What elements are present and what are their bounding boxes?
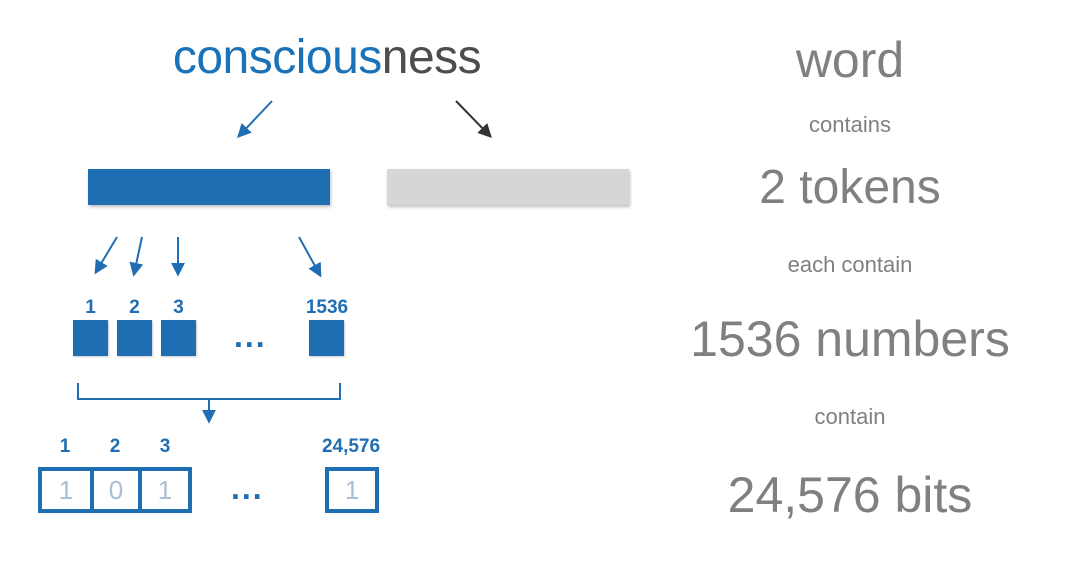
label-tokens: 2 tokens <box>759 161 941 214</box>
label-bits: 24,576 bits <box>727 467 973 523</box>
bit-box-1: 1 <box>38 467 94 513</box>
label-numbers: 1536 numbers <box>690 311 1010 367</box>
bit-index-1: 1 <box>59 436 71 457</box>
label-contains: contains <box>809 112 891 137</box>
number-index-3: 3 <box>173 297 184 318</box>
number-square-3 <box>161 320 196 356</box>
number-index-last: 1536 <box>305 297 349 318</box>
numbers-ellipsis: ... <box>234 318 267 354</box>
arrow-to-number-last <box>298 236 322 278</box>
arrow-to-number-2 <box>129 236 144 277</box>
bit-index-3: 3 <box>159 436 171 457</box>
numbers-bracket <box>77 383 341 400</box>
arrow-to-number-1 <box>94 236 118 275</box>
arrow-to-token-1 <box>237 100 273 139</box>
word-token-1-text: conscious <box>172 31 382 84</box>
bit-box-2: 0 <box>90 467 142 513</box>
token-bar-1 <box>88 169 330 205</box>
bit-index-last: 24,576 <box>321 436 381 457</box>
bit-box-3: 1 <box>138 467 192 513</box>
arrow-to-token-2 <box>455 100 492 139</box>
label-contain: contain <box>814 404 886 429</box>
word-title: consciousness <box>0 28 654 88</box>
bit-box-last: 1 <box>325 467 379 513</box>
label-each-contain: each contain <box>787 252 913 277</box>
number-square-2 <box>117 320 152 356</box>
word-token-2-text: ness <box>381 31 482 84</box>
bits-ellipsis: ... <box>231 470 264 506</box>
number-index-1: 1 <box>85 297 96 318</box>
bit-index-2: 2 <box>109 436 121 457</box>
number-square-last <box>309 320 344 356</box>
token-bar-2 <box>387 169 629 205</box>
number-square-1 <box>73 320 108 356</box>
number-index-2: 2 <box>129 297 140 318</box>
label-word: word <box>795 32 905 88</box>
